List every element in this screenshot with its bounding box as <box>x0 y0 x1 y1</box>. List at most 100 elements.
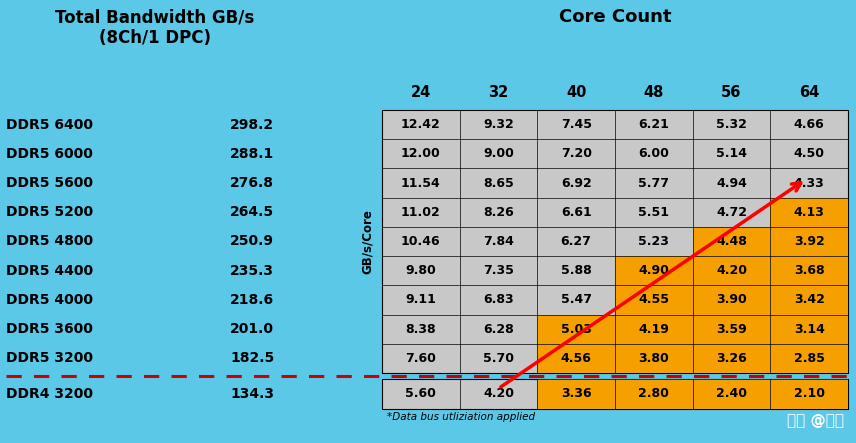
Bar <box>770 227 848 256</box>
Text: DDR5 4800: DDR5 4800 <box>6 234 93 249</box>
Text: 56: 56 <box>722 85 741 100</box>
Text: 4.94: 4.94 <box>716 177 747 190</box>
Text: 2.85: 2.85 <box>794 352 824 365</box>
Bar <box>693 378 770 408</box>
Text: 3.36: 3.36 <box>561 387 591 400</box>
Bar <box>770 198 848 227</box>
Text: 218.6: 218.6 <box>230 293 274 307</box>
Bar <box>693 285 770 315</box>
Text: DDR5 5600: DDR5 5600 <box>6 176 93 190</box>
Text: 9.00: 9.00 <box>483 148 514 160</box>
Text: 11.02: 11.02 <box>401 206 441 219</box>
Text: 11.54: 11.54 <box>401 177 441 190</box>
Text: 201.0: 201.0 <box>230 322 274 336</box>
Bar <box>693 227 770 256</box>
Text: Core Count: Core Count <box>559 8 671 26</box>
Text: 4.20: 4.20 <box>483 387 514 400</box>
Bar <box>770 256 848 285</box>
Text: 7.35: 7.35 <box>483 264 514 277</box>
Text: 3.92: 3.92 <box>794 235 824 248</box>
Bar <box>770 378 848 408</box>
Bar <box>693 315 770 344</box>
Bar <box>693 256 770 285</box>
Text: 6.28: 6.28 <box>483 323 514 336</box>
Text: 5.47: 5.47 <box>561 293 591 307</box>
Text: 6.61: 6.61 <box>561 206 591 219</box>
Bar <box>770 285 848 315</box>
Text: 4.72: 4.72 <box>716 206 747 219</box>
Text: DDR5 4000: DDR5 4000 <box>6 293 93 307</box>
Bar <box>538 315 615 344</box>
Text: 8.26: 8.26 <box>483 206 514 219</box>
Text: 48: 48 <box>644 85 664 100</box>
Text: 3.68: 3.68 <box>794 264 824 277</box>
Text: 4.48: 4.48 <box>716 235 747 248</box>
Text: 4.20: 4.20 <box>716 264 747 277</box>
Text: *Data bus utliziation applied: *Data bus utliziation applied <box>387 412 535 423</box>
Text: 4.13: 4.13 <box>794 206 824 219</box>
Text: 276.8: 276.8 <box>230 176 274 190</box>
Bar <box>693 344 770 373</box>
Text: 7.45: 7.45 <box>561 118 591 131</box>
Text: 264.5: 264.5 <box>230 205 274 219</box>
Bar <box>615 256 693 285</box>
Text: 2.80: 2.80 <box>639 387 669 400</box>
Text: DDR5 3600: DDR5 3600 <box>6 322 92 336</box>
Text: 4.55: 4.55 <box>639 293 669 307</box>
Text: 5.14: 5.14 <box>716 148 747 160</box>
Text: 6.27: 6.27 <box>561 235 591 248</box>
Text: 4.56: 4.56 <box>561 352 591 365</box>
Bar <box>770 315 848 344</box>
Text: 3.42: 3.42 <box>794 293 824 307</box>
Text: 182.5: 182.5 <box>230 351 274 365</box>
Text: 288.1: 288.1 <box>230 147 274 161</box>
Text: 5.32: 5.32 <box>716 118 747 131</box>
Text: 40: 40 <box>566 85 586 100</box>
Text: 10.46: 10.46 <box>401 235 441 248</box>
Bar <box>382 110 848 373</box>
Text: 298.2: 298.2 <box>230 117 274 132</box>
Text: 3.59: 3.59 <box>716 323 747 336</box>
Text: GB/s/Core: GB/s/Core <box>360 209 373 274</box>
Text: 2.10: 2.10 <box>794 387 824 400</box>
Text: 134.3: 134.3 <box>230 386 274 400</box>
Text: 4.90: 4.90 <box>639 264 669 277</box>
Bar <box>770 344 848 373</box>
Text: 5.60: 5.60 <box>406 387 437 400</box>
Text: 知乎 @老狼: 知乎 @老狼 <box>787 412 844 427</box>
Text: 3.80: 3.80 <box>639 352 669 365</box>
Text: 7.84: 7.84 <box>483 235 514 248</box>
Text: DDR5 6400: DDR5 6400 <box>6 117 93 132</box>
Text: 5.03: 5.03 <box>561 323 591 336</box>
Text: 12.42: 12.42 <box>401 118 441 131</box>
Bar <box>615 315 693 344</box>
Text: 8.65: 8.65 <box>483 177 514 190</box>
Text: 4.19: 4.19 <box>639 323 669 336</box>
Text: 6.21: 6.21 <box>639 118 669 131</box>
Text: 32: 32 <box>489 85 508 100</box>
Text: 9.32: 9.32 <box>483 118 514 131</box>
Text: 5.23: 5.23 <box>639 235 669 248</box>
Text: 6.00: 6.00 <box>639 148 669 160</box>
Text: 6.83: 6.83 <box>483 293 514 307</box>
Text: DDR5 5200: DDR5 5200 <box>6 205 93 219</box>
Text: 3.90: 3.90 <box>716 293 747 307</box>
Text: 5.77: 5.77 <box>639 177 669 190</box>
Text: Total Bandwidth GB/s
(8Ch/1 DPC): Total Bandwidth GB/s (8Ch/1 DPC) <box>56 8 254 47</box>
Text: 9.80: 9.80 <box>406 264 437 277</box>
Text: DDR5 6000: DDR5 6000 <box>6 147 92 161</box>
Text: 4.50: 4.50 <box>794 148 824 160</box>
Text: 5.70: 5.70 <box>483 352 514 365</box>
Text: 24: 24 <box>411 85 431 100</box>
Text: 3.14: 3.14 <box>794 323 824 336</box>
Bar <box>615 378 693 408</box>
Text: 12.00: 12.00 <box>401 148 441 160</box>
Text: 7.20: 7.20 <box>561 148 591 160</box>
Text: DDR5 4400: DDR5 4400 <box>6 264 93 278</box>
Text: 6.92: 6.92 <box>561 177 591 190</box>
Text: 5.88: 5.88 <box>561 264 591 277</box>
Text: 9.11: 9.11 <box>406 293 437 307</box>
Bar <box>615 285 693 315</box>
Text: DDR5 3200: DDR5 3200 <box>6 351 93 365</box>
Text: DDR4 3200: DDR4 3200 <box>6 386 93 400</box>
